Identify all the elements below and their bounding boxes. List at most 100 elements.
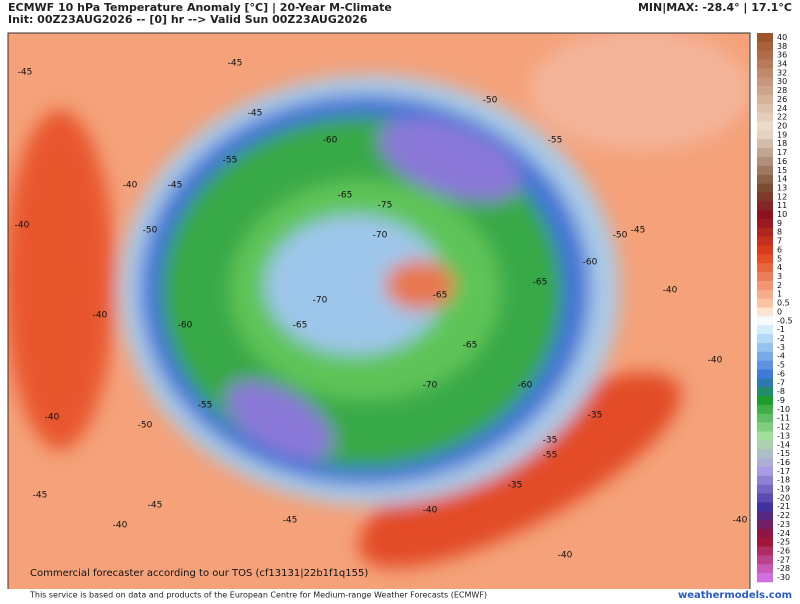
colorbar-label: -1	[777, 325, 785, 334]
colorbar-swatch	[757, 502, 773, 512]
contour-label: -40	[733, 516, 748, 526]
colorbar-label: 16	[777, 157, 787, 166]
colorbar-swatch	[757, 378, 773, 388]
colorbar-swatch	[757, 165, 773, 175]
colorbar-swatch	[757, 192, 773, 202]
colorbar-label: 18	[777, 139, 787, 148]
contour-label: -60	[583, 258, 598, 268]
colorbar-swatch	[757, 351, 773, 361]
colorbar-swatch	[757, 156, 773, 167]
colorbar-swatch	[757, 511, 773, 521]
colorbar-swatch	[757, 316, 773, 326]
contour-label: -40	[123, 181, 138, 191]
colorbar-swatch	[757, 520, 773, 530]
colorbar-swatch	[757, 573, 773, 583]
colorbar-label: 20	[777, 121, 787, 130]
colorbar-swatch	[757, 440, 773, 450]
colorbar-swatch	[757, 130, 773, 140]
colorbar-swatch	[757, 77, 773, 87]
colorbar-label: -30	[777, 573, 790, 582]
colorbar-swatch	[757, 33, 773, 43]
contour-label: -65	[293, 321, 308, 331]
colorbar-label: 13	[777, 183, 787, 192]
colorbar-label: 26	[777, 95, 787, 104]
colorbar-swatch	[757, 139, 773, 149]
contour-label: -40	[663, 286, 678, 296]
contour-label: -60	[178, 321, 193, 331]
colorbar-label: 7	[777, 237, 782, 246]
colorbar-label: 22	[777, 113, 787, 122]
footer-bg	[0, 589, 800, 600]
map	[8, 33, 750, 591]
contour-label: -55	[543, 451, 558, 461]
credit: This service is based on data and produc…	[29, 591, 487, 600]
colorbar-label: -23	[777, 520, 790, 529]
colorbar-label: 28	[777, 86, 787, 95]
colorbar-swatch	[757, 174, 773, 184]
colorbar-swatch	[757, 404, 773, 415]
colorbar-swatch	[757, 263, 773, 273]
site-link[interactable]: weathermodels.com	[678, 590, 792, 601]
contour-label: -35	[508, 481, 523, 491]
colorbar-swatch	[757, 493, 773, 503]
contour-label: -45	[248, 109, 263, 119]
colorbar-swatch	[757, 201, 773, 211]
colorbar-label: -20	[777, 493, 790, 502]
colorbar-swatch	[757, 387, 773, 397]
colorbar-label: -25	[777, 538, 790, 547]
colorbar-swatch	[757, 210, 773, 220]
colorbar-label: -27	[777, 555, 790, 564]
contour-label: -60	[518, 381, 533, 391]
colorbar-label: 24	[777, 104, 787, 113]
minmax: MIN|MAX: -28.4° | 17.1°C	[638, 1, 792, 14]
contour-label: -55	[223, 156, 238, 166]
colorbar-label: -26	[777, 547, 790, 556]
title: ECMWF 10 hPa Temperature Anomaly [°C] | …	[8, 1, 392, 14]
colorbar-label: -14	[777, 440, 790, 449]
contour-label: -75	[378, 201, 393, 211]
colorbar-label: 6	[777, 245, 782, 254]
colorbar-label: -24	[777, 529, 790, 538]
colorbar-label: -9	[777, 396, 785, 405]
colorbar-label: 8	[777, 228, 782, 237]
colorbar-swatch	[757, 272, 773, 282]
colorbar-swatch	[757, 41, 773, 52]
contour-label: -40	[15, 221, 30, 231]
colorbar-swatch	[757, 307, 773, 317]
colorbar-label: -5	[777, 361, 785, 370]
contour-label: -40	[45, 413, 60, 423]
colorbar-label: -6	[777, 369, 785, 378]
colorbar-swatch	[757, 236, 773, 246]
contour-label: -55	[198, 401, 213, 411]
colorbar-swatch	[757, 458, 773, 468]
colorbar-swatch	[757, 360, 773, 370]
colorbar-label: 17	[777, 148, 787, 157]
colorbar-swatch	[757, 68, 773, 78]
colorbar-label: 36	[777, 51, 787, 60]
contour-label: -70	[423, 381, 438, 391]
contour-label: -50	[483, 96, 498, 106]
colorbar-label: 12	[777, 192, 787, 201]
colorbar-label: -0.5	[777, 316, 793, 325]
contour-label: -70	[313, 296, 328, 306]
colorbar-label: -2	[777, 334, 785, 343]
colorbar-swatch	[757, 50, 773, 60]
colorbar-label: 14	[777, 175, 787, 184]
colorbar-label: -16	[777, 458, 790, 467]
colorbar-swatch	[757, 564, 773, 574]
contour-label: -40	[93, 311, 108, 321]
colorbar-label: 10	[777, 210, 787, 219]
colorbar-swatch	[757, 86, 773, 96]
watermark: Commercial forecaster according to our T…	[30, 568, 368, 579]
contour-label: -45	[631, 226, 646, 236]
colorbar-label: -18	[777, 476, 790, 485]
colorbar-label: -15	[777, 449, 790, 458]
colorbar-swatch	[757, 546, 773, 556]
colorbar-label: -3	[777, 343, 785, 352]
colorbar-swatch	[757, 555, 773, 565]
colorbar-label: 40	[777, 33, 787, 42]
contour-label: -35	[543, 436, 558, 446]
colorbar-label: -10	[777, 405, 790, 414]
colorbar-label: 34	[777, 59, 787, 68]
colorbar-swatch	[757, 254, 773, 264]
